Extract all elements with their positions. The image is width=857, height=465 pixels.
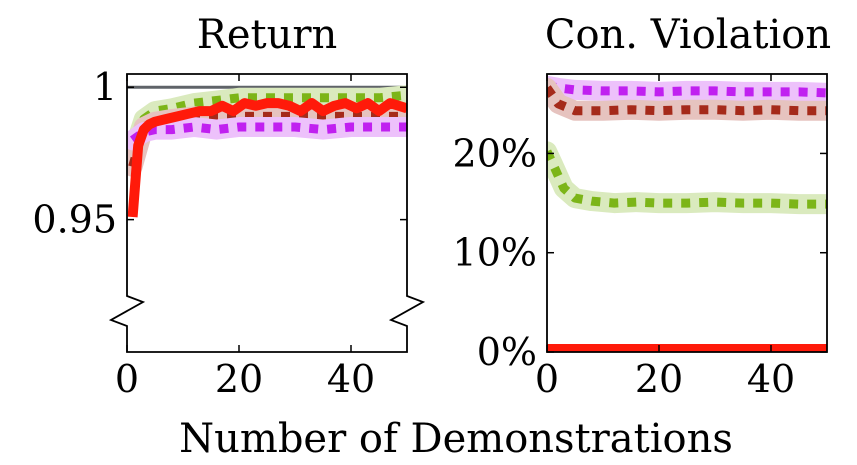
axes-frame xyxy=(108,73,426,353)
violation-chart-panel: Con. Violation 0 20 40 0% 10% 20% xyxy=(453,12,832,401)
x-tick-label: 40 xyxy=(327,357,375,401)
violation-chart-frame xyxy=(546,73,828,353)
axes-frame xyxy=(546,73,828,353)
return-chart-marks xyxy=(127,85,407,218)
x-tick-label: 20 xyxy=(215,357,263,401)
series-3-line xyxy=(127,98,407,218)
y-tick-label: 0.95 xyxy=(32,198,117,242)
return-chart-ticks: 0 20 40 0.95 1 xyxy=(32,65,407,401)
violation-chart-marks xyxy=(547,75,827,352)
y-tick-label: 0% xyxy=(477,330,537,374)
x-tick-label: 40 xyxy=(747,357,795,401)
return-chart-panel: Return 0 20 40 0.95 1 xyxy=(32,12,426,401)
violation-chart-title: Con. Violation xyxy=(545,12,831,58)
y-tick-label: 20% xyxy=(453,131,537,175)
x-tick-label: 0 xyxy=(115,357,139,401)
violation-chart-ticks: 0 20 40 0% 10% 20% xyxy=(453,74,827,401)
x-tick-label: 20 xyxy=(635,357,683,401)
series-2-line xyxy=(547,149,827,209)
series-1-line xyxy=(547,85,827,116)
x-tick-label: 0 xyxy=(535,357,559,401)
plot-area xyxy=(127,85,407,218)
series-2-line xyxy=(129,122,407,144)
shared-x-axis-label: Number of Demonstrations xyxy=(179,416,733,462)
return-chart-title: Return xyxy=(197,12,338,58)
y-tick-label: 1 xyxy=(93,65,117,109)
series-2-band xyxy=(547,141,827,215)
plot-area xyxy=(547,75,827,352)
return-chart-frame xyxy=(108,73,426,353)
y-tick-label: 10% xyxy=(453,231,537,275)
series-0-band xyxy=(127,85,407,164)
series-0-line xyxy=(547,81,827,98)
